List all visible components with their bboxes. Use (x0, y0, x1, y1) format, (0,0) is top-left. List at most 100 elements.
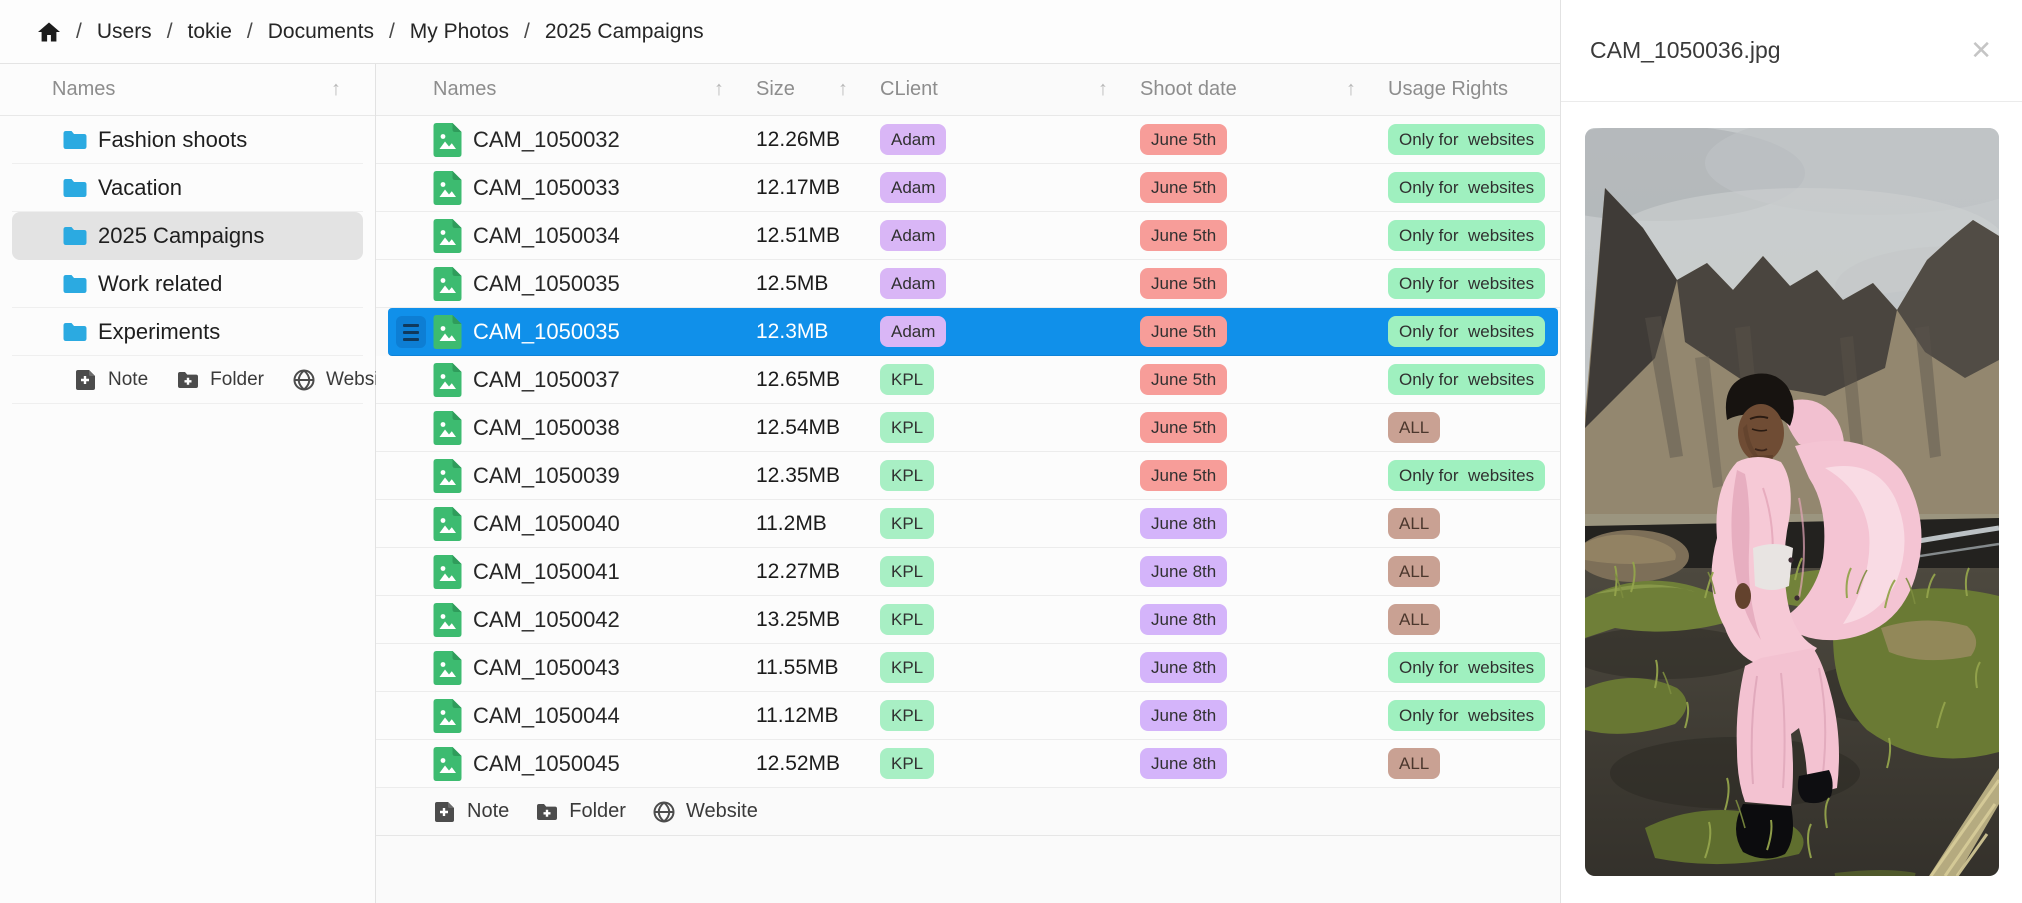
table-row[interactable]: CAM_1050033 12.17MB Adam June 5th Only f… (376, 164, 1560, 212)
sort-arrow-icon[interactable]: ↑ (1098, 78, 1108, 100)
shoot-date-badge: June 5th (1140, 315, 1228, 348)
sidebar-folder-label: 2025 Campaigns (98, 222, 265, 248)
column-header-usage-rights[interactable]: Usage Rights (1388, 78, 1560, 101)
table-row[interactable]: CAM_1050039 12.35MB KPL June 5th Only fo… (376, 452, 1560, 500)
table-row[interactable]: CAM_1050035 12.3MB Adam June 5th Only fo… (388, 308, 1558, 356)
file-name: CAM_1050043 (473, 654, 620, 680)
breadcrumb-separator: / (76, 19, 82, 43)
table-row[interactable]: CAM_1050041 12.27MB KPL June 8th ALL (376, 548, 1560, 596)
column-header-shoot-date[interactable]: Shoot date ↑ (1140, 78, 1388, 101)
shoot-date-badge: June 5th (1140, 267, 1228, 300)
shoot-date-cell: June 5th (1140, 171, 1388, 204)
file-icon-cell (433, 602, 473, 637)
shoot-date-cell: June 5th (1140, 123, 1388, 156)
table-row[interactable]: CAM_1050043 11.55MB KPL June 8th Only fo… (376, 644, 1560, 692)
breadcrumb-link[interactable]: My Photos (409, 19, 510, 43)
file-size: 11.12MB (756, 703, 839, 727)
breadcrumb-link[interactable]: Documents (267, 19, 374, 43)
usage-rights-badge: ALL (1388, 747, 1441, 780)
sidebar-folder-item[interactable]: Experiments (12, 308, 363, 356)
usage-rights-badge: Only for websites (1388, 171, 1546, 204)
column-label: Usage Rights (1388, 78, 1509, 100)
table-row[interactable]: CAM_1050032 12.26MB Adam June 5th Only f… (376, 116, 1560, 164)
table-row[interactable]: CAM_1050034 12.51MB Adam June 5th Only f… (376, 212, 1560, 260)
sidebar-actions: Note Folder (12, 356, 394, 404)
shoot-date-cell: June 5th (1140, 459, 1388, 492)
file-name: CAM_1050045 (473, 750, 620, 776)
home-icon[interactable] (37, 20, 61, 44)
table-row[interactable]: CAM_1050040 11.2MB KPL June 8th ALL (376, 500, 1560, 548)
table-row[interactable]: CAM_1050044 11.12MB KPL June 8th Only fo… (376, 692, 1560, 740)
breadcrumb-link[interactable]: 2025 Campaigns (544, 19, 704, 43)
preview-title: CAM_1050036.jpg (1590, 37, 1781, 63)
add-folder-button[interactable]: Folder (535, 800, 626, 824)
usage-rights-cell: ALL (1388, 603, 1560, 636)
table-row[interactable]: CAM_1050037 12.65MB KPL June 5th Only fo… (376, 356, 1560, 404)
close-icon[interactable]: ✕ (1970, 35, 1992, 65)
image-file-icon (433, 602, 462, 637)
add-note-button[interactable]: Note (433, 800, 509, 824)
sidebar-folder-item[interactable]: Vacation (12, 164, 363, 212)
file-icon-cell (433, 122, 473, 157)
column-header-size[interactable]: Size ↑ (756, 78, 880, 101)
breadcrumb-item: / 2025 Campaigns (509, 20, 704, 44)
breadcrumb-link[interactable]: Users (96, 19, 152, 43)
drag-handle-icon[interactable] (396, 316, 426, 348)
client-badge: KPL (880, 699, 935, 732)
sidebar-folder-item[interactable]: Fashion shoots (12, 116, 363, 164)
file-name: CAM_1050039 (473, 462, 620, 488)
table-row[interactable]: CAM_1050035 12.5MB Adam June 5th Only fo… (376, 260, 1560, 308)
image-file-icon (433, 266, 462, 301)
table-row[interactable]: CAM_1050038 12.54MB KPL June 5th ALL (376, 404, 1560, 452)
folder-icon (63, 178, 87, 197)
table-row[interactable]: CAM_1050045 12.52MB KPL June 8th ALL (376, 740, 1560, 788)
breadcrumb-link[interactable]: tokie (187, 19, 232, 43)
shoot-date-badge: June 8th (1140, 699, 1228, 732)
image-file-icon (433, 698, 462, 733)
file-name: CAM_1050040 (473, 510, 620, 536)
preview-header: CAM_1050036.jpg ✕ (1561, 0, 2022, 102)
folder-icon (63, 130, 87, 149)
add-website-button[interactable]: Website (652, 800, 758, 824)
shoot-date-cell: June 8th (1140, 651, 1388, 684)
sort-arrow-icon[interactable]: ↑ (838, 78, 848, 100)
usage-rights-badge: Only for websites (1388, 267, 1546, 300)
column-label: Size (756, 78, 795, 100)
column-header-names[interactable]: Names ↑ (433, 78, 756, 101)
file-size: 12.27MB (756, 559, 841, 583)
sort-arrow-icon[interactable]: ↑ (714, 78, 724, 100)
file-icon-cell (433, 218, 473, 253)
usage-rights-cell: Only for websites (1388, 267, 1560, 300)
folder-add-icon (178, 371, 199, 388)
add-note-button[interactable]: Note (74, 368, 148, 392)
file-table: Names ↑ Size ↑ CLient ↑ Shoot date ↑ (376, 64, 1560, 903)
file-name: CAM_1050042 (473, 606, 620, 632)
sidebar-folder-item[interactable]: 2025 Campaigns (12, 212, 363, 260)
usage-rights-cell: Only for websites (1388, 699, 1560, 732)
usage-rights-cell: Only for websites (1388, 651, 1560, 684)
file-name: CAM_1050044 (473, 702, 620, 728)
shoot-date-badge: June 8th (1140, 603, 1228, 636)
file-name: CAM_1050035 (473, 270, 620, 296)
usage-rights-cell: ALL (1388, 747, 1560, 780)
shoot-date-badge: June 5th (1140, 363, 1228, 396)
note-add-icon (76, 369, 95, 390)
client-cell: KPL (880, 363, 1140, 396)
file-size: 11.55MB (756, 655, 839, 679)
file-size: 12.5MB (756, 271, 829, 295)
sidebar-header-label: Names (52, 78, 116, 100)
add-folder-button[interactable]: Folder (176, 368, 264, 392)
shoot-date-cell: June 8th (1140, 747, 1388, 780)
note-add-icon (435, 801, 454, 822)
sidebar-folder-item[interactable]: Work related (12, 260, 363, 308)
sort-arrow-icon[interactable]: ↑ (1346, 78, 1356, 100)
file-name: CAM_1050034 (473, 222, 620, 248)
file-icon-cell (433, 650, 473, 685)
file-size: 13.25MB (756, 607, 841, 631)
table-row[interactable]: CAM_1050042 13.25MB KPL June 8th ALL (376, 596, 1560, 644)
column-header-client[interactable]: CLient ↑ (880, 78, 1140, 101)
sort-arrow-icon[interactable]: ↑ (331, 78, 341, 100)
file-size: 12.3MB (756, 319, 829, 343)
usage-rights-cell: Only for websites (1388, 171, 1560, 204)
breadcrumb-item: / tokie (152, 20, 232, 44)
